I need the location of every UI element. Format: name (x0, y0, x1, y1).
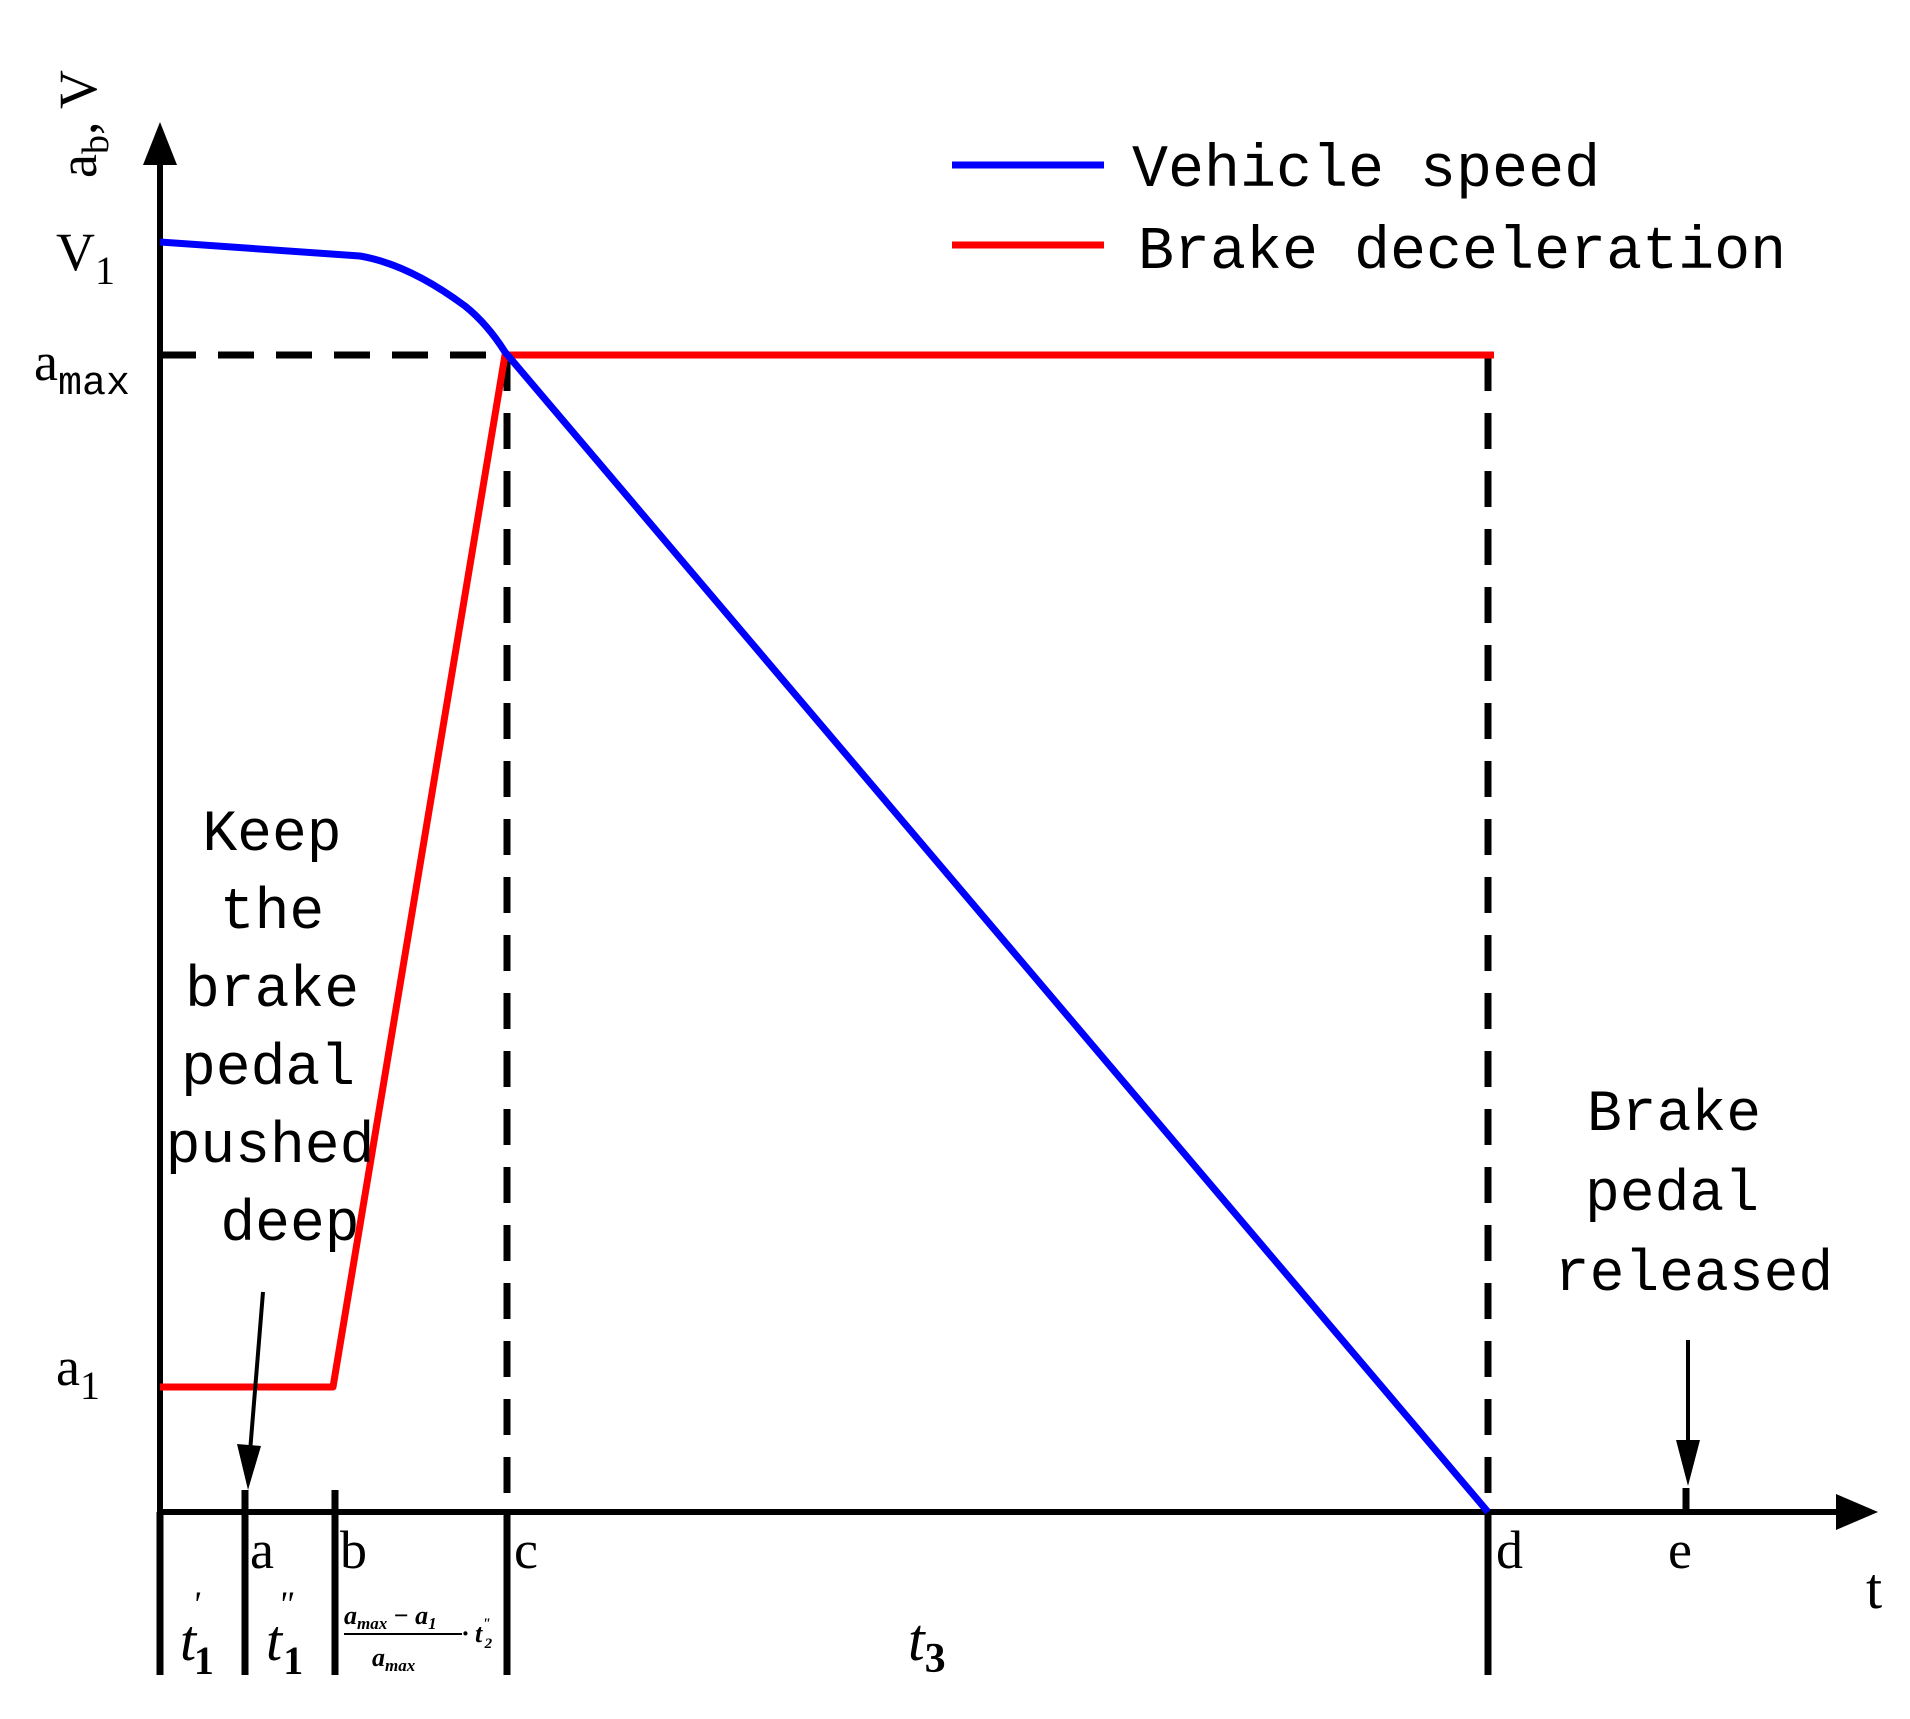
guides (160, 351, 1492, 1512)
x-tick-a: a (250, 1520, 274, 1580)
x-tick-c: c (514, 1520, 538, 1580)
annotation-released-arrow-head (1676, 1440, 1700, 1486)
annotation-released-line-2: pedal (1585, 1163, 1759, 1228)
y-axis-arrow (143, 122, 177, 165)
y-axis-label: ab, V (48, 70, 117, 178)
annotation-keep-line-4: pedal (181, 1037, 355, 1102)
annotation-keep-line-5: pushed (166, 1115, 375, 1180)
formula-multiplier: · t" 2 (462, 1616, 493, 1652)
interval-dividers (156, 1488, 1690, 1675)
interval-formula: amax − a1 amax · t" 2 (344, 1601, 493, 1675)
formula-numerator: amax − a1 (344, 1601, 437, 1633)
annotation-released-line-1: Brake (1587, 1083, 1761, 1148)
legend-label-deceleration: Brake deceleration (1138, 219, 1786, 287)
formula-denominator: amax (372, 1643, 416, 1675)
x-tick-e: e (1668, 1520, 1692, 1580)
annotation-keep-line-1: Keep (202, 803, 341, 868)
y-tick-v1: V1 (56, 222, 115, 293)
series-vehicle-speed (159, 238, 1491, 1515)
axes (143, 122, 1878, 1675)
x-tick-d: d (1496, 1520, 1523, 1580)
annotation-released-line-3: released (1555, 1243, 1833, 1308)
y-tick-a1: a1 (56, 1337, 100, 1408)
annotation-keep-arrow-shaft (248, 1291, 265, 1453)
annotation-keep-arrow-head (237, 1444, 261, 1490)
annotation-keep-pedal: Keep the brake pedal pushed deep (166, 803, 375, 1490)
legend-label-speed: Vehicle speed (1132, 137, 1600, 205)
x-tick-b: b (340, 1520, 367, 1580)
series-brake-deceleration (160, 351, 1494, 1391)
annotation-keep-line-6: deep (220, 1193, 359, 1258)
annotation-keep-line-2: the (220, 881, 324, 946)
y-tick-amax: amax (34, 332, 130, 407)
x-axis-label: t (1866, 1556, 1882, 1621)
annotation-pedal-released: Brake pedal released (1555, 1083, 1833, 1486)
interval-t3: t3 (908, 1607, 946, 1682)
interval-t1-double-prime: t" 1 (266, 1584, 303, 1683)
x-axis-arrow (1836, 1494, 1878, 1530)
legend: Vehicle speed Brake deceleration (952, 137, 1786, 287)
interval-t1-prime: t' 1 (180, 1584, 214, 1683)
annotation-keep-line-3: brake (185, 959, 359, 1024)
